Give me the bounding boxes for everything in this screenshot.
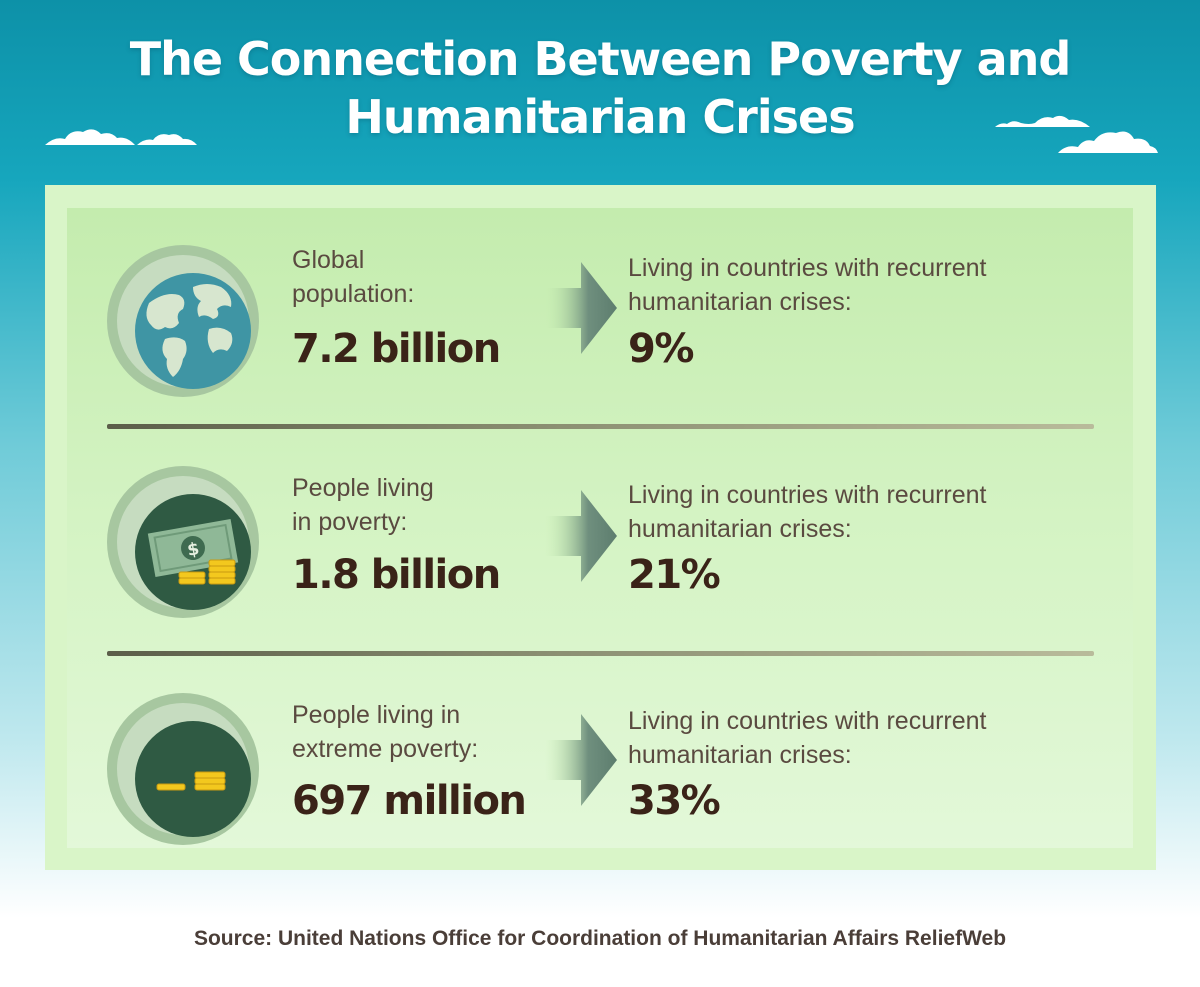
poverty-value: 1.8 billion <box>292 552 501 598</box>
crises-label: Living in countries with recurrent human… <box>628 254 987 316</box>
globe-icon <box>135 273 251 389</box>
cloud-left-1 <box>45 129 135 145</box>
divider-1 <box>107 424 1094 429</box>
poverty-label: People living in poverty: <box>292 474 434 536</box>
cloud-left-2 <box>137 134 197 145</box>
population-label: Global population: <box>292 246 415 308</box>
crises-label: Living in countries with recurrent human… <box>628 707 987 769</box>
divider-2 <box>107 651 1094 656</box>
extreme-poverty-value: 697 million <box>292 778 527 824</box>
arrow-right-icon <box>545 262 617 354</box>
money-icon-badge: $ <box>107 466 259 618</box>
svg-text:$: $ <box>186 539 201 561</box>
arrow-right-icon <box>545 490 617 582</box>
crises-percent: 33% <box>628 778 721 824</box>
cloud-right-2 <box>1058 131 1158 153</box>
coins-icon-badge <box>107 693 259 845</box>
cloud-right-1 <box>995 115 1090 127</box>
crises-label: Living in countries with recurrent human… <box>628 481 987 543</box>
crises-percent: 9% <box>628 326 694 372</box>
population-value: 7.2 billion <box>292 326 501 372</box>
extreme-poverty-label: People living in extreme poverty: <box>292 701 479 763</box>
coins-icon <box>135 721 251 837</box>
page-title: The Connection Between Poverty and Human… <box>0 30 1200 146</box>
title-line-2: Humanitarian Crises <box>345 90 855 144</box>
row-extreme-poverty: People living in extreme poverty: 697 mi… <box>0 0 1200 845</box>
globe-icon-badge <box>107 245 259 397</box>
arrow-right-icon <box>545 714 617 806</box>
title-line-1: The Connection Between Poverty and <box>129 32 1072 86</box>
row-global-population: Global population: 7.2 billion Living in… <box>0 0 1200 397</box>
crises-percent: 21% <box>628 552 721 598</box>
source-citation: Source: United Nations Office for Coordi… <box>193 927 1007 950</box>
money-icon: $ <box>135 494 251 610</box>
row-poverty: $ People living in poverty: 1.8 billion <box>0 0 1200 618</box>
